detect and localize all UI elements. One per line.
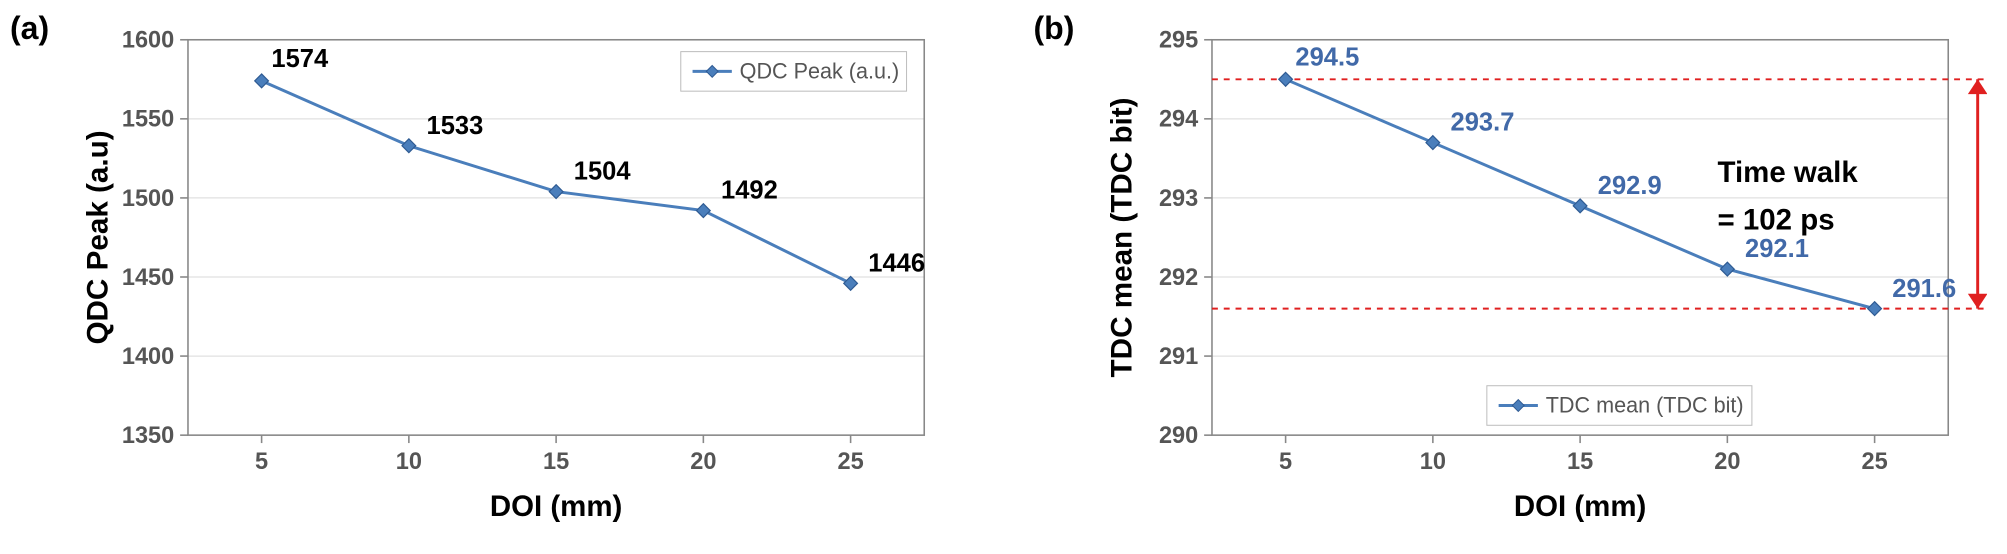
y-tick-label: 1400 <box>122 344 174 370</box>
legend-label: TDC mean (TDC bit) <box>1545 392 1743 417</box>
x-axis-title: DOI (mm) <box>490 490 623 523</box>
y-tick-label: 290 <box>1158 423 1197 449</box>
x-tick-label: 15 <box>543 449 569 475</box>
arrowhead-icon <box>1967 294 1987 309</box>
y-tick-label: 1550 <box>122 107 174 133</box>
annotation-line1: Time walk <box>1717 156 1858 189</box>
x-tick-label: 20 <box>690 449 716 475</box>
y-tick-label: 291 <box>1158 344 1197 370</box>
annotation-line2: = 102 ps <box>1717 203 1834 236</box>
y-tick-label: 295 <box>1158 28 1197 54</box>
data-label: 1533 <box>427 112 484 140</box>
data-label: 292.1 <box>1745 235 1809 263</box>
panel-label-a: (a) <box>10 10 49 47</box>
y-tick-label: 1600 <box>122 28 174 54</box>
y-tick-label: 1450 <box>122 265 174 291</box>
data-label: 291.6 <box>1892 275 1956 303</box>
x-tick-label: 10 <box>1419 449 1445 475</box>
x-tick-label: 5 <box>1279 449 1292 475</box>
y-tick-label: 292 <box>1158 265 1197 291</box>
panel-label-b: (b) <box>1034 10 1075 47</box>
y-axis-title: QDC Peak (a.u) <box>82 130 115 344</box>
data-label: 1504 <box>574 158 632 186</box>
arrowhead-icon <box>1967 79 1987 94</box>
data-label: 1446 <box>868 249 925 277</box>
y-tick-label: 1350 <box>122 423 174 449</box>
chart-b: 290 291 292 293 294 295 5 10 15 20 25 DOI (mm) TDC m… <box>1104 20 1988 534</box>
x-tick-label: 25 <box>1861 449 1887 475</box>
x-tick-label: 10 <box>396 449 422 475</box>
x-tick-label: 5 <box>255 449 268 475</box>
y-tick-label: 294 <box>1158 107 1198 133</box>
data-label: 1574 <box>271 45 329 73</box>
x-tick-label: 25 <box>838 449 864 475</box>
y-tick-label: 1500 <box>122 186 174 212</box>
chart-a: 1350 1400 1450 1500 1550 1600 5 10 15 20 25 DOI (mm… <box>80 20 964 534</box>
data-label: 293.7 <box>1450 109 1514 137</box>
x-axis-title: DOI (mm) <box>1513 490 1646 523</box>
legend-label: QDC Peak (a.u.) <box>740 58 900 83</box>
y-tick-label: 293 <box>1158 186 1197 212</box>
data-label: 292.9 <box>1597 172 1661 200</box>
data-label: 294.5 <box>1295 43 1359 71</box>
y-axis-title: TDC mean (TDC bit) <box>1105 97 1138 377</box>
x-tick-label: 20 <box>1714 449 1740 475</box>
x-tick-label: 15 <box>1567 449 1593 475</box>
data-label: 1492 <box>721 177 778 205</box>
